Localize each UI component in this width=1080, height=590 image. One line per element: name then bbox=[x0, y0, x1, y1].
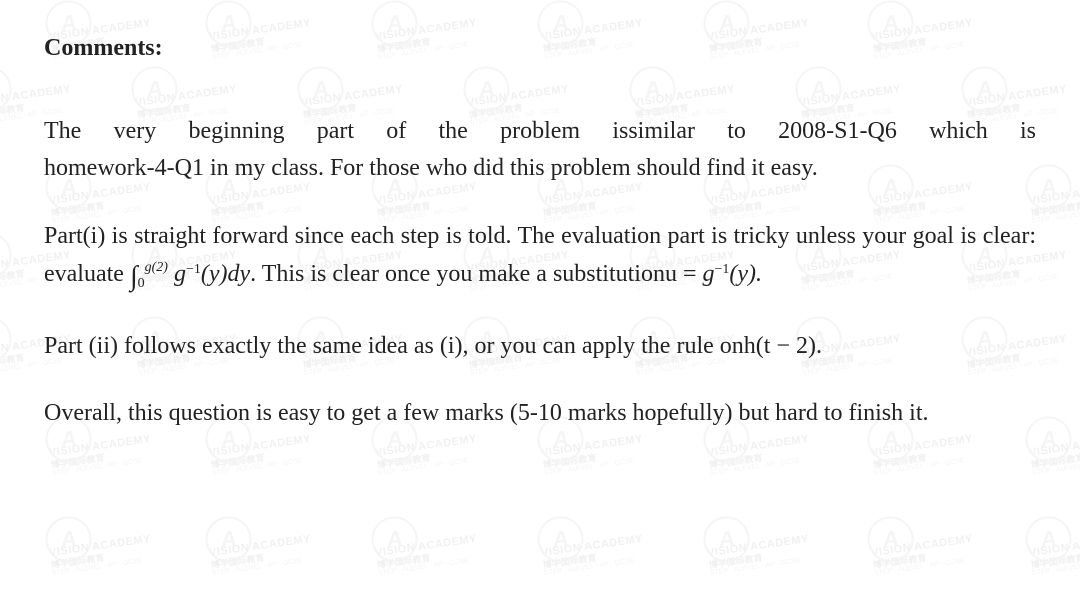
watermark-logo-icon: A bbox=[43, 513, 95, 565]
integrand-tail: (y)dy bbox=[201, 261, 250, 287]
watermark-line3: STEP · ALEVEL · AP · GCSE bbox=[1032, 556, 1080, 577]
watermark-stamp: AVISION ACADEMY博学国际教育STEP · ALEVEL · AP … bbox=[870, 533, 976, 577]
paragraph-4: Overall, this question is easy to get a … bbox=[44, 395, 1036, 432]
watermark-line3: STEP · ALEVEL · AP · GCSE bbox=[378, 556, 481, 577]
integral-upper: g(2) bbox=[145, 260, 168, 275]
integrand-exp: −1 bbox=[186, 262, 201, 277]
watermark-line1: VISION ACADEMY bbox=[540, 533, 643, 559]
watermark-line2: 博学国际教育 bbox=[872, 544, 975, 571]
comments-heading: Comments: bbox=[44, 30, 1036, 67]
integral-expression: ∫0g(2) g−1(y)dy bbox=[130, 261, 250, 287]
watermark-line2: 博学国际教育 bbox=[210, 544, 313, 571]
watermark-line1: VISION ACADEMY bbox=[374, 533, 477, 559]
watermark-line2: 博学国际教育 bbox=[1030, 544, 1080, 571]
watermark-line3: STEP · ALEVEL · AP · GCSE bbox=[710, 556, 813, 577]
watermark-line1: VISION ACADEMY bbox=[870, 533, 973, 559]
integrand-g: g bbox=[174, 261, 186, 287]
sub-exp: −1 bbox=[715, 262, 730, 277]
sub-tail: (y). bbox=[729, 261, 762, 287]
watermark-line2: 博学国际教育 bbox=[376, 544, 479, 571]
watermark-logo-icon: A bbox=[535, 513, 587, 565]
paragraph-2: Part(i) is straight forward since each s… bbox=[44, 218, 1036, 299]
watermark-stamp: AVISION ACADEMY博学国际教育STEP · ALEVEL · AP … bbox=[706, 533, 812, 577]
watermark-line3: STEP · ALEVEL · AP · GCSE bbox=[544, 556, 647, 577]
watermark-stamp: AVISION ACADEMY博学国际教育STEP · ALEVEL · AP … bbox=[48, 533, 154, 577]
watermark-line3: STEP · ALEVEL · AP · GCSE bbox=[52, 556, 155, 577]
sub-g: g bbox=[703, 261, 715, 287]
watermark-logo-icon: A bbox=[865, 513, 917, 565]
watermark-line3: STEP · ALEVEL · AP · GCSE bbox=[212, 556, 315, 577]
watermark-logo-icon: A bbox=[369, 513, 421, 565]
watermark-logo-icon: A bbox=[1023, 513, 1075, 565]
paragraph-1-line1: The very beginning part of the problem i… bbox=[44, 118, 1036, 144]
paragraph-1-line2: homework-4-Q1 in my class. For those who… bbox=[44, 150, 1036, 187]
integral-lower: 0 bbox=[138, 276, 145, 291]
p2-post: . This is clear once you make a substitu… bbox=[250, 261, 702, 287]
paragraph-1: The very beginning part of the problem i… bbox=[44, 113, 1036, 187]
watermark-line1: VISION ACADEMY bbox=[706, 533, 809, 559]
watermark-stamp: AVISION ACADEMY博学国际教育STEP · ALEVEL · AP … bbox=[374, 533, 480, 577]
watermark-line1: VISION ACADEMY bbox=[1028, 533, 1080, 559]
watermark-stamp: AVISION ACADEMY博学国际教育STEP · ALEVEL · AP … bbox=[1028, 533, 1080, 577]
watermark-logo-icon: A bbox=[701, 513, 753, 565]
paragraph-3: Part (ii) follows exactly the same idea … bbox=[44, 328, 1036, 365]
document-body: Comments: The very beginning part of the… bbox=[0, 0, 1080, 483]
watermark-line2: 博学国际教育 bbox=[708, 544, 811, 571]
watermark-stamp: AVISION ACADEMY博学国际教育STEP · ALEVEL · AP … bbox=[208, 533, 314, 577]
watermark-line1: VISION ACADEMY bbox=[208, 533, 311, 559]
watermark-line1: VISION ACADEMY bbox=[48, 533, 151, 559]
watermark-line2: 博学国际教育 bbox=[542, 544, 645, 571]
watermark-logo-icon: A bbox=[203, 513, 255, 565]
watermark-line2: 博学国际教育 bbox=[50, 544, 153, 571]
watermark-stamp: AVISION ACADEMY博学国际教育STEP · ALEVEL · AP … bbox=[540, 533, 646, 577]
watermark-line3: STEP · ALEVEL · AP · GCSE bbox=[874, 556, 977, 577]
